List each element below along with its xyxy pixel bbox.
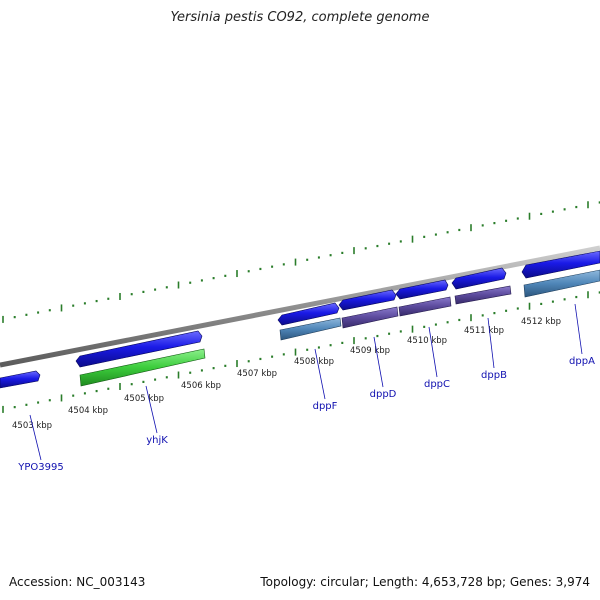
kbp-label-4507: 4507 kbp xyxy=(237,369,277,379)
feature-dppc[interactable] xyxy=(398,296,452,317)
gene-leader-line xyxy=(29,414,42,461)
gene-label-dppd[interactable]: dppD xyxy=(370,389,397,400)
cds-dppf[interactable] xyxy=(277,302,340,326)
inner-tick-track xyxy=(2,291,600,413)
cds-dppc[interactable] xyxy=(395,279,449,300)
kbp-label-4510: 4510 kbp xyxy=(407,336,447,346)
feature-dppa[interactable] xyxy=(523,269,600,298)
cds-dppd[interactable] xyxy=(338,289,397,311)
gene-label-dppa[interactable]: dppA xyxy=(569,356,595,367)
kbp-label-4511: 4511 kbp xyxy=(464,326,504,336)
cds-ypo3995[interactable] xyxy=(0,370,41,389)
topology-value: circular xyxy=(320,575,365,589)
accession-label: Accession: xyxy=(9,575,73,589)
genes-value: 3,974 xyxy=(555,575,590,589)
topology-label: Topology: xyxy=(260,575,317,589)
kbp-label-4503: 4503 kbp xyxy=(12,421,52,431)
gene-label-dppc[interactable]: dppC xyxy=(424,379,450,390)
gene-label-yhjk[interactable]: yhjK xyxy=(146,435,168,446)
kbp-label-4512: 4512 kbp xyxy=(521,317,561,327)
genome-backbone xyxy=(0,245,600,368)
feature-dppd[interactable] xyxy=(341,306,399,329)
gene-leader-line xyxy=(373,336,384,388)
kbp-scale-labels: 4503 kbp 4504 kbp 4505 kbp 4506 kbp 4507 kbp… xyxy=(12,317,561,431)
feature-dppf[interactable] xyxy=(279,317,342,341)
kbp-label-4504: 4504 kbp xyxy=(68,406,108,416)
gene-leader-line xyxy=(487,317,495,369)
length-value: 4,653,728 bp xyxy=(421,575,502,589)
gene-label-dppf[interactable]: dppF xyxy=(313,401,338,412)
outer-tick-track xyxy=(2,201,600,323)
gene-labels: YPO3995 yhjK dppF dppD dppC dppB dppA xyxy=(17,303,595,473)
feature-dppb[interactable] xyxy=(454,285,512,305)
gene-label-ypo3995[interactable]: YPO3995 xyxy=(17,462,63,473)
cds-dppa[interactable] xyxy=(521,250,600,279)
cds-yhjk[interactable] xyxy=(75,330,203,368)
gene-leader-line xyxy=(145,385,158,434)
accession-value: NC_003143 xyxy=(76,575,146,589)
kbp-label-4506: 4506 kbp xyxy=(181,381,221,391)
genes-label: Genes: xyxy=(509,575,552,589)
feature-yhjk-green[interactable] xyxy=(79,348,206,387)
cds-dppb[interactable] xyxy=(451,267,507,290)
feature-track-secondary xyxy=(79,269,600,387)
accession-info: Accession: NC_003143 xyxy=(9,575,145,589)
gene-leader-line xyxy=(314,348,326,400)
kbp-label-4508: 4508 kbp xyxy=(294,357,334,367)
forward-cds-track xyxy=(0,250,600,389)
gene-leader-line xyxy=(574,303,583,355)
genome-stats: Topology: circular; Length: 4,653,728 bp… xyxy=(260,575,590,589)
gene-leader-line xyxy=(428,326,438,378)
map-title: Yersinia pestis CO92, complete genome xyxy=(170,10,430,25)
kbp-label-4505: 4505 kbp xyxy=(124,394,164,404)
kbp-label-4509: 4509 kbp xyxy=(350,346,390,356)
gene-label-dppb[interactable]: dppB xyxy=(481,370,507,381)
length-label: Length: xyxy=(372,575,419,589)
